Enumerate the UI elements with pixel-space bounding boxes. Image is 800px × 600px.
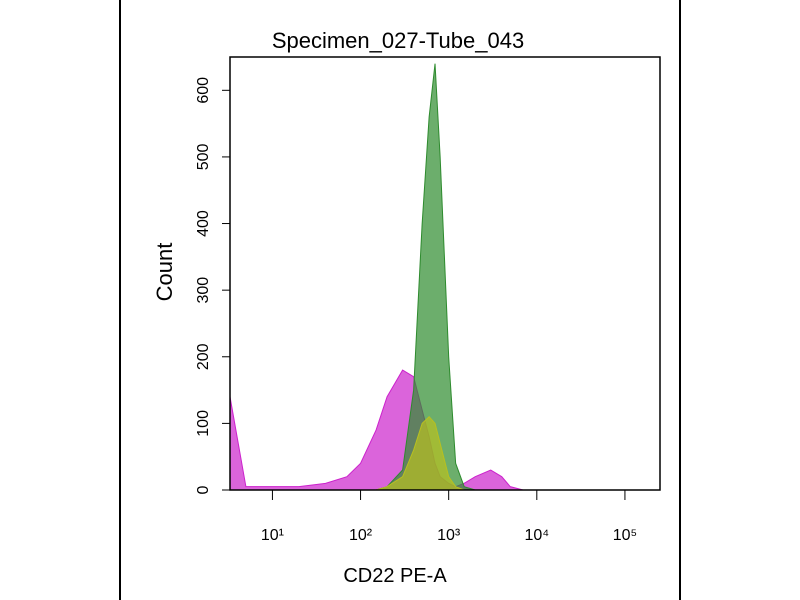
y-tick-label: 0: [195, 485, 212, 494]
y-tick-label: 500: [195, 143, 212, 170]
y-axis-label: Count: [152, 243, 177, 302]
x-tick-label: 10²: [349, 527, 373, 544]
histogram-area: [230, 63, 660, 491]
x-tick-label: 10³: [437, 527, 461, 544]
y-tick-label: 200: [195, 343, 212, 370]
plot-frame: [229, 56, 661, 491]
y-tick-label: 300: [195, 277, 212, 304]
y-tick-label: 600: [195, 77, 212, 104]
x-tick-label: 10¹: [261, 527, 284, 544]
y-tick-label: 400: [195, 210, 212, 237]
plot-area: [229, 63, 660, 491]
chart-title: Specimen_027-Tube_043: [272, 28, 524, 53]
x-tick-label: 10⁴: [524, 527, 549, 544]
y-tick-label: 100: [195, 410, 212, 437]
x-tick-label: 10⁵: [613, 527, 637, 544]
x-axis-label: CD22 PE-A: [343, 565, 447, 587]
